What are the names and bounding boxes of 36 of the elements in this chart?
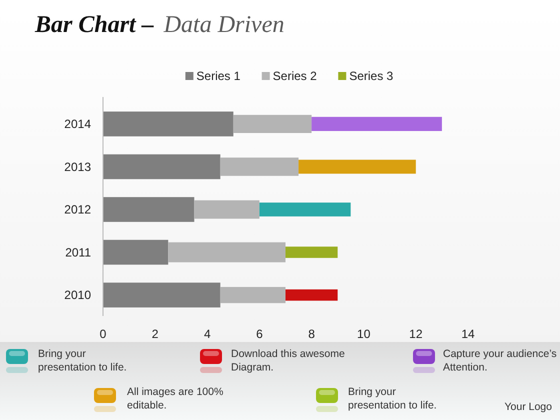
legend-label: Series 3 (349, 69, 394, 84)
x-tick-label: 6 (256, 327, 264, 341)
bar (298, 160, 416, 174)
y-tick-label: 2013 (64, 160, 92, 174)
text: Capture your audience’s Attention. (443, 348, 557, 374)
text: Bring your presentation to life. (348, 386, 437, 412)
legend-label: Series 2 (272, 69, 318, 84)
x-tick-label: 10 (357, 327, 371, 341)
bar (194, 200, 260, 219)
y-tick-label: 2010 (64, 288, 92, 302)
bar (103, 240, 168, 265)
x-tick-label: 0 (100, 327, 107, 341)
y-tick-label: 2011 (65, 245, 92, 260)
bar (168, 242, 286, 262)
y-tick-label: 2014 (64, 117, 92, 132)
bar (103, 282, 220, 308)
x-tick-label: 2 (152, 327, 159, 341)
bar (103, 197, 194, 222)
bar (103, 154, 220, 180)
x-tick-label: 14 (461, 327, 475, 341)
text: Your Logo (504, 401, 552, 413)
bar (312, 116, 442, 132)
chart-title: Bar Chart – (34, 12, 154, 38)
x-tick-label: 4 (204, 327, 211, 341)
x-tick-label: 8 (308, 327, 316, 341)
chart-subtitle: Data Driven (162, 12, 284, 38)
text: Download this awesome Diagram. (231, 348, 345, 374)
text: All images are 100% editable. (127, 386, 224, 412)
bar (259, 202, 351, 216)
bar (103, 112, 234, 136)
bar (220, 158, 299, 176)
text: Bring your presentation to life. (38, 348, 127, 374)
y-tick-label: 2012 (64, 202, 92, 217)
legend-label: Series 1 (196, 69, 241, 84)
bar (233, 114, 312, 134)
x-tick-label: 12 (409, 327, 423, 341)
